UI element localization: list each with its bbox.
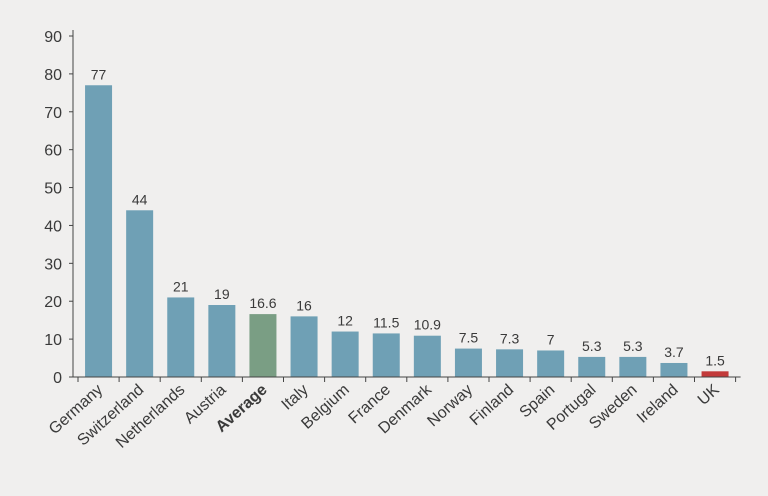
y-tick-label: 40 xyxy=(44,218,62,235)
y-tick-label: 0 xyxy=(53,370,62,387)
bar-finland xyxy=(496,349,524,377)
bars: 77 44 21 19 16.6 16 12 11.5 10.9 7.5 7.3 7 5.3 5.3 3.7… xyxy=(85,66,729,377)
bar-portugal xyxy=(578,356,606,377)
bar-uk xyxy=(701,371,729,377)
data-label-france: 11.5 xyxy=(373,314,399,330)
y-axis: 0 10 20 30 40 50 60 70 80 90 xyxy=(44,29,74,387)
data-label-ireland: 3.7 xyxy=(664,344,684,360)
x-tick-label-norway: Norway xyxy=(424,381,476,430)
bar-germany xyxy=(85,85,113,377)
bar-ireland xyxy=(660,362,688,377)
data-label-finland: 7.3 xyxy=(500,330,520,346)
y-tick-label: 60 xyxy=(44,143,62,160)
bar-denmark xyxy=(413,335,441,377)
bar-norway xyxy=(454,348,482,377)
data-label-spain: 7 xyxy=(547,331,555,347)
data-label-denmark: 10.9 xyxy=(414,317,441,333)
data-label-switzerland: 44 xyxy=(132,191,148,207)
data-label-italy: 16 xyxy=(296,297,312,313)
bar-sweden xyxy=(619,356,647,377)
bar-belgium xyxy=(331,331,359,377)
data-label-belgium: 12 xyxy=(337,313,353,329)
y-tick-label: 90 xyxy=(44,29,62,46)
bar-austria xyxy=(208,305,236,377)
data-label-uk: 1.5 xyxy=(705,352,725,368)
bar-netherlands xyxy=(167,297,195,377)
x-tick-label-italy: Italy xyxy=(279,381,312,413)
data-label-germany: 77 xyxy=(91,66,107,82)
data-label-sweden: 5.3 xyxy=(623,338,643,354)
x-axis: GermanySwitzerlandNetherlandsAustriaAver… xyxy=(46,376,741,452)
y-tick-label: 20 xyxy=(44,294,62,311)
y-tick-label: 30 xyxy=(44,256,62,273)
data-label-netherlands: 21 xyxy=(173,278,189,294)
data-label-austria: 19 xyxy=(214,286,230,302)
y-tick-label: 70 xyxy=(44,105,62,122)
bar-spain xyxy=(537,350,565,377)
bar-average xyxy=(249,314,277,377)
x-tick-label-finland: Finland xyxy=(467,381,517,429)
bar-switzerland xyxy=(126,210,154,377)
y-tick-label: 10 xyxy=(44,332,62,349)
data-label-norway: 7.5 xyxy=(459,330,479,346)
y-tick-label: 50 xyxy=(44,181,62,198)
y-tick-label: 80 xyxy=(44,67,62,84)
bar-france xyxy=(372,333,400,377)
data-label-portugal: 5.3 xyxy=(582,338,602,354)
x-tick-label-ireland: Ireland xyxy=(634,381,682,426)
x-tick-label-uk: UK xyxy=(695,381,723,409)
data-label-average: 16.6 xyxy=(249,295,276,311)
bar-italy xyxy=(290,316,318,377)
